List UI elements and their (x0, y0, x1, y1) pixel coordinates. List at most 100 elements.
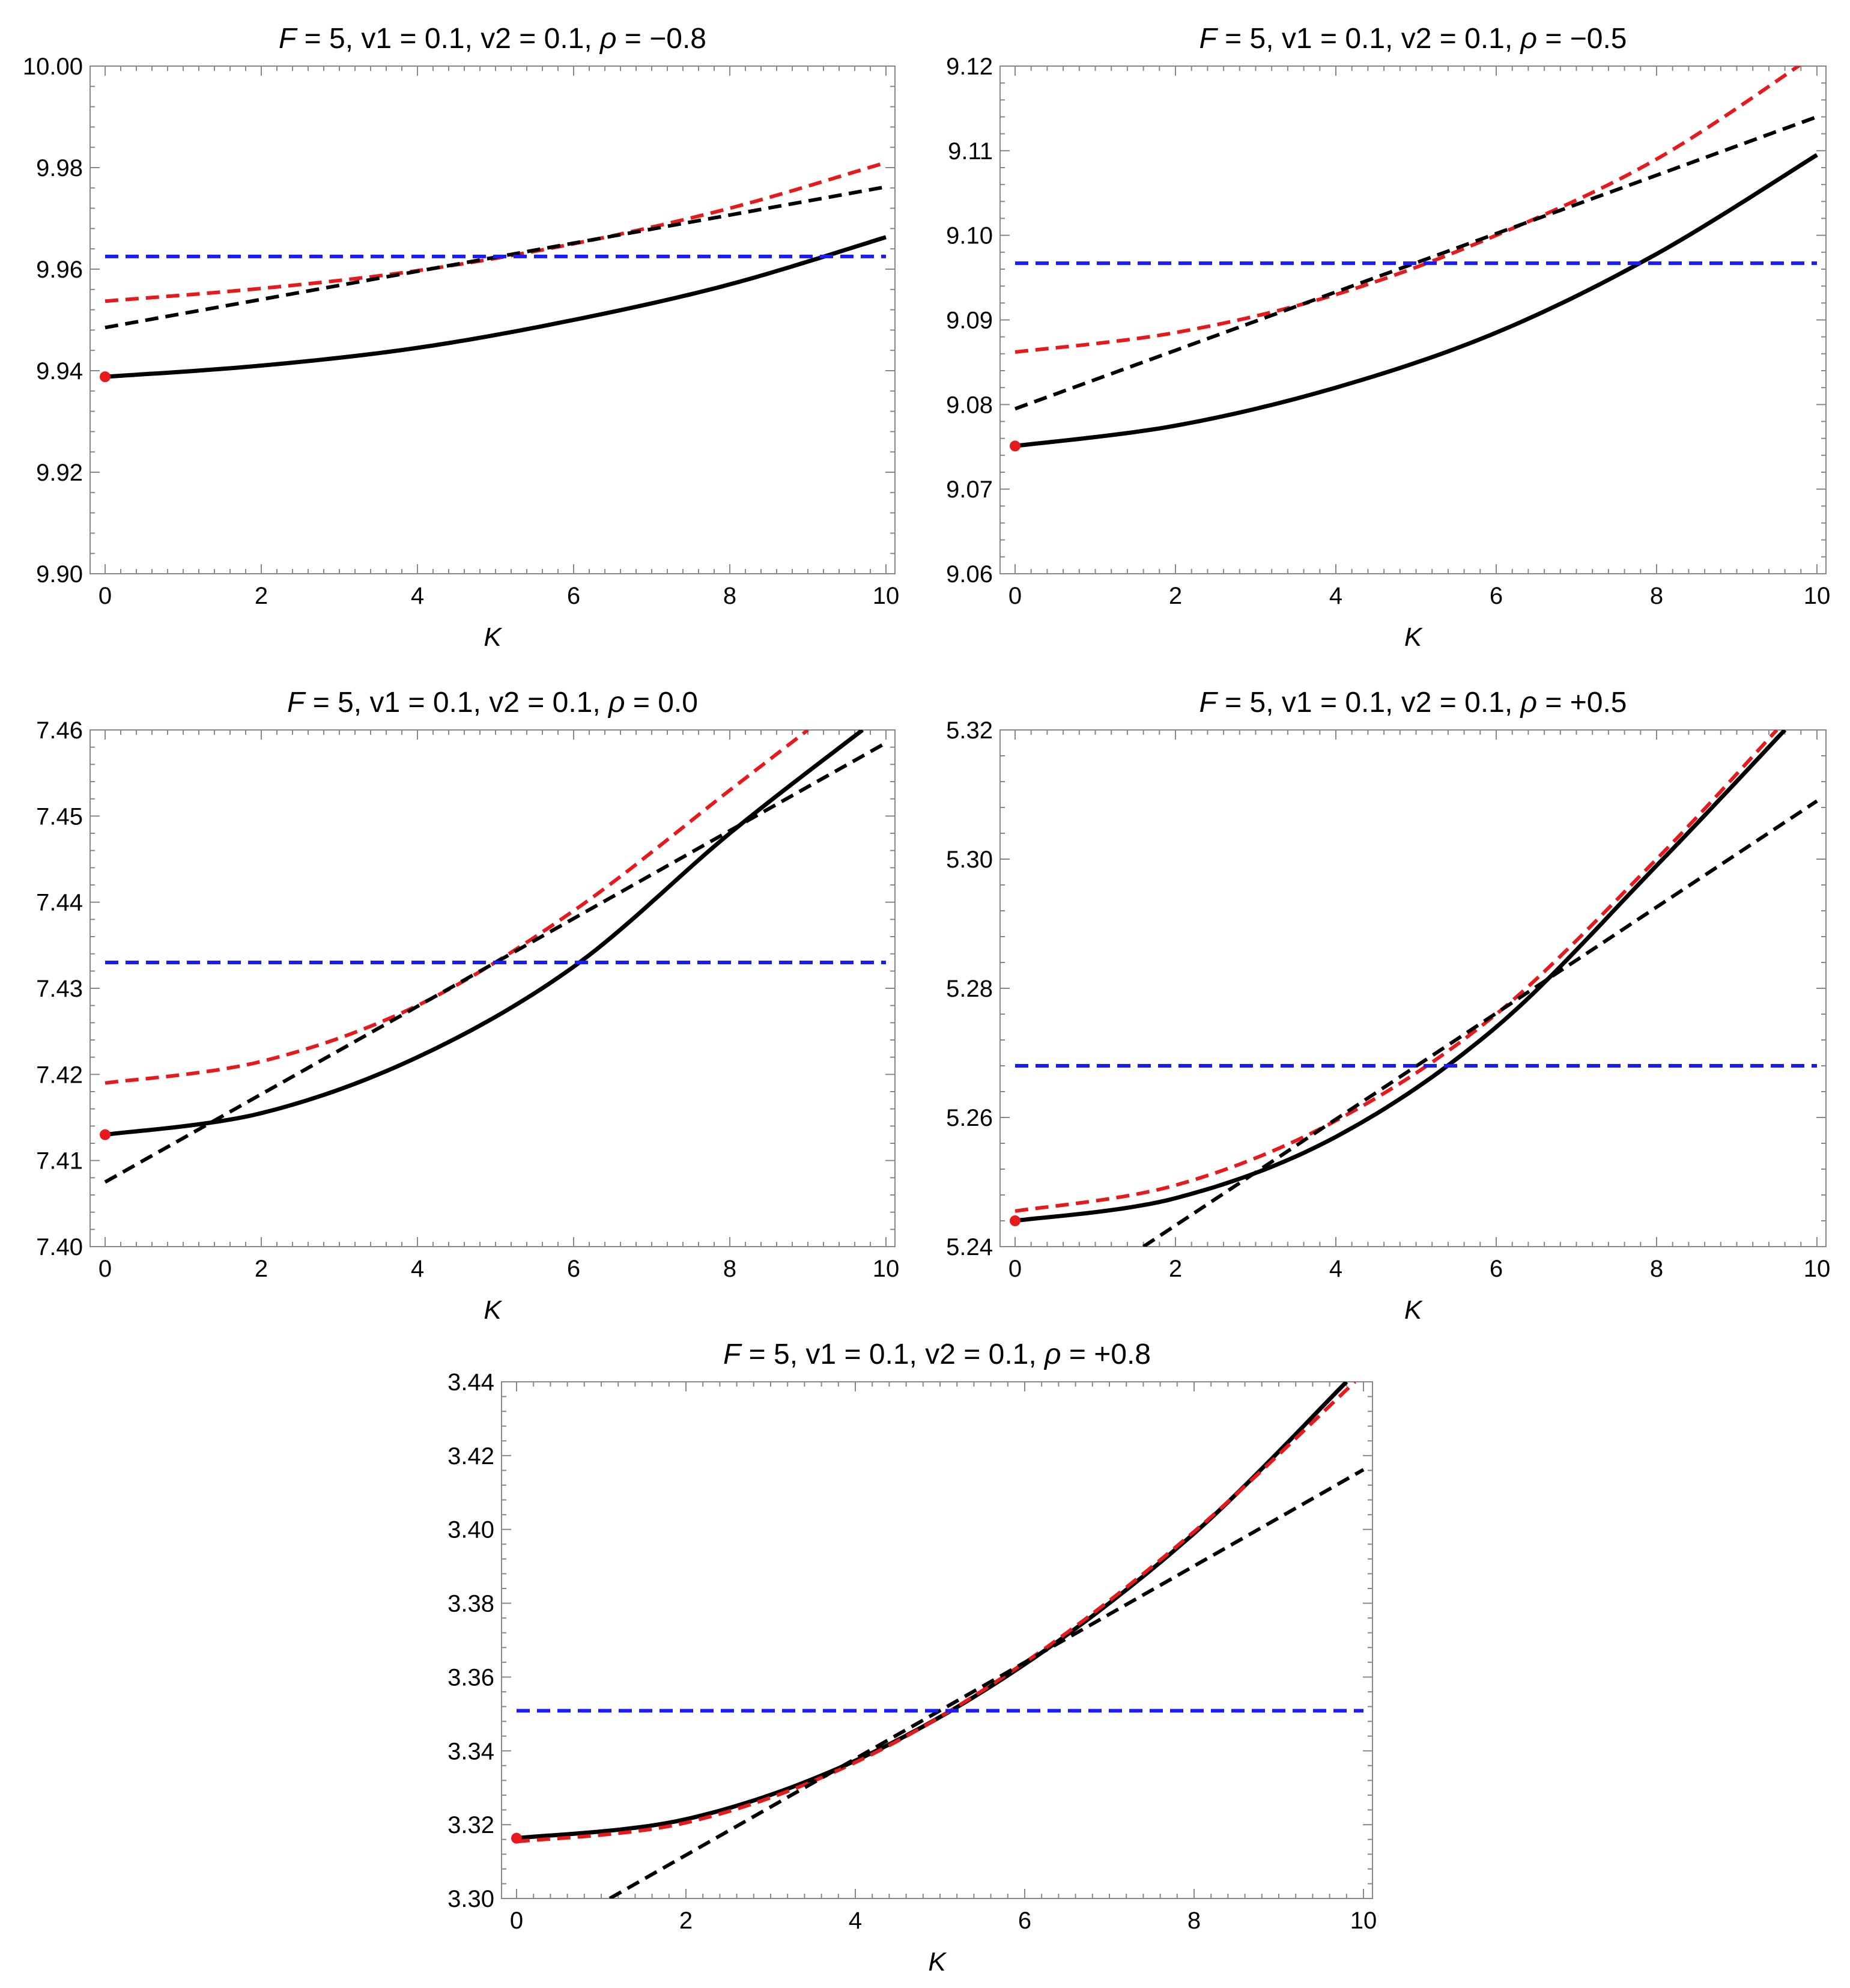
x-axis-title: K (484, 1295, 502, 1325)
chart-panel-3: 0 2 4 6 8 10 7.40 7.41 7.42 7.43 7.44 7.45 7.46 K F = … (36, 687, 899, 1325)
k0-marker-point (100, 371, 111, 383)
y-tick-label: 3.42 (447, 1443, 494, 1470)
x-tick-label: 8 (1650, 1256, 1663, 1282)
k0-marker-point (1010, 1215, 1021, 1226)
y-tick-label: 3.40 (447, 1517, 494, 1543)
y-tick-label: 3.32 (447, 1812, 494, 1838)
y-tick-label: 10.00 (23, 53, 83, 80)
x-tick-label: 10 (1804, 583, 1831, 609)
x-tick-label: 6 (1490, 583, 1503, 609)
x-tick-label: 0 (1008, 583, 1022, 609)
y-tick-label: 9.10 (946, 223, 993, 249)
y-tick-label: 7.44 (36, 890, 83, 916)
y-tick-label: 9.06 (946, 561, 993, 588)
x-tick-label: 10 (873, 583, 900, 609)
y-tick-label: 7.45 (36, 803, 83, 830)
y-tick-label: 5.30 (946, 847, 993, 873)
y-tick-label: 3.34 (447, 1738, 494, 1765)
x-tick-label: 4 (1329, 583, 1342, 609)
series-quadratic-approximation (105, 730, 809, 1085)
x-axis-title: K (484, 622, 502, 652)
y-tick-label: 9.90 (36, 561, 83, 588)
x-tick-label: 2 (1169, 583, 1182, 609)
plot-frame (999, 729, 1827, 1247)
y-tick-label: 7.42 (36, 1062, 83, 1088)
x-tick-label: 4 (411, 583, 424, 609)
plot-title: F = 5, v1 = 0.1, v2 = 0.1, ρ = −0.8 (279, 23, 706, 55)
x-tick-label: 2 (255, 1256, 268, 1282)
y-tick-label: 9.11 (948, 138, 993, 165)
y-tick-label: 5.28 (946, 976, 993, 1002)
y-tick-label: 9.98 (36, 155, 83, 181)
y-tick-label: 7.43 (36, 976, 83, 1002)
x-tick-label: 10 (873, 1256, 900, 1282)
plot-title: F = 5, v1 = 0.1, v2 = 0.1, ρ = −0.5 (1199, 23, 1627, 55)
y-tick-label: 7.40 (36, 1234, 83, 1260)
k0-marker-point (100, 1129, 111, 1140)
series-quadratic-approximation (105, 160, 887, 303)
plot-frame (89, 65, 896, 574)
chart-panel-4: 0 2 4 6 8 10 5.24 5.26 5.28 5.30 5.32 K F = 5, v1 = … (946, 687, 1830, 1325)
plot-title: F = 5, v1 = 0.1, v2 = 0.1, ρ = +0.5 (1199, 687, 1627, 719)
y-tick-label: 7.41 (36, 1148, 83, 1175)
x-tick-label: 2 (679, 1907, 693, 1934)
plot-frame (501, 1381, 1373, 1899)
y-tick-label: 5.32 (946, 717, 993, 744)
y-tick-label: 9.07 (946, 476, 993, 503)
y-tick-label: 9.92 (36, 460, 83, 486)
x-tick-label: 2 (1169, 1256, 1182, 1282)
y-tick-label: 3.36 (447, 1664, 494, 1691)
plot-title: F = 5, v1 = 0.1, v2 = 0.1, ρ = +0.8 (723, 1339, 1151, 1370)
x-tick-label: 0 (1008, 1256, 1022, 1282)
series-exact (1014, 153, 1818, 448)
plot-title: F = 5, v1 = 0.1, v2 = 0.1, ρ = 0.0 (287, 687, 698, 719)
k0-marker-point (1010, 440, 1021, 452)
x-tick-label: 4 (411, 1256, 424, 1282)
x-tick-label: 8 (1187, 1907, 1201, 1934)
series-quadratic-approximation (516, 1382, 1356, 1844)
y-tick-label: 9.96 (36, 257, 83, 283)
chart-panel-1: 0 2 4 6 8 10 9.90 9.92 9.94 9.96 9.98 10.00 K F = 5, … (23, 23, 899, 652)
y-tick-label: 3.38 (447, 1591, 494, 1617)
x-tick-label: 10 (1804, 1256, 1831, 1282)
x-tick-label: 8 (723, 1256, 736, 1282)
y-tick-label: 9.09 (946, 308, 993, 334)
x-tick-label: 6 (1018, 1907, 1031, 1934)
y-tick-label: 9.08 (946, 392, 993, 418)
y-tick-label: 7.46 (36, 717, 83, 744)
plot-frame (999, 65, 1827, 574)
y-tick-label: 3.30 (447, 1886, 494, 1912)
series-exact (105, 235, 887, 379)
chart-panel-5: 0 2 4 6 8 10 3.30 3.32 3.34 3.36 3.38 3.40 3.42 3.44 K… (447, 1339, 1377, 1977)
x-tick-label: 6 (1490, 1256, 1503, 1282)
x-tick-label: 10 (1350, 1907, 1377, 1934)
y-tick-label: 9.12 (946, 53, 993, 80)
k0-marker-point (511, 1832, 522, 1844)
series-quadratic-approximation (1014, 66, 1802, 354)
series-linear-approximation (1142, 799, 1818, 1247)
chart-panel-2: 0 2 4 6 8 10 9.06 9.07 9.08 9.09 9.10 9.11 9.12 K F = … (946, 23, 1830, 652)
y-tick-label: 3.44 (447, 1369, 494, 1396)
x-tick-label: 0 (99, 1256, 112, 1282)
x-tick-label: 4 (849, 1907, 862, 1934)
y-tick-label: 5.26 (946, 1105, 993, 1131)
series-linear-approximation (104, 741, 887, 1184)
x-tick-label: 4 (1329, 1256, 1342, 1282)
x-tick-label: 0 (510, 1907, 523, 1934)
series-linear-approximation (608, 1468, 1365, 1898)
x-axis-title: K (928, 1947, 947, 1977)
x-tick-label: 8 (1650, 583, 1663, 609)
x-axis-title: K (1404, 1295, 1423, 1325)
x-tick-label: 6 (567, 1256, 580, 1282)
y-tick-label: 5.24 (946, 1234, 993, 1260)
x-tick-label: 0 (99, 583, 112, 609)
x-tick-label: 8 (723, 583, 736, 609)
y-tick-label: 9.94 (36, 358, 83, 385)
series-exact (1014, 730, 1787, 1223)
series-exact (516, 1382, 1348, 1841)
x-axis-title: K (1404, 622, 1423, 652)
x-tick-label: 2 (255, 583, 268, 609)
series-quadratic-approximation (1014, 730, 1779, 1213)
x-tick-label: 6 (567, 583, 580, 609)
